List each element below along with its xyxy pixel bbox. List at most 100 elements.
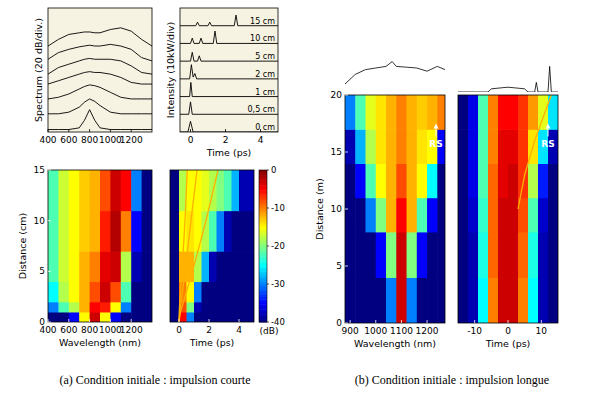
heat-cell — [232, 312, 240, 322]
heat-cell — [187, 281, 195, 302]
heat-cell — [498, 95, 509, 130]
heat-cell — [376, 198, 387, 233]
x-tick-label: 1000 — [99, 135, 122, 145]
heat-cell — [407, 232, 418, 278]
heat-cell — [427, 163, 438, 198]
heat-cell — [202, 281, 210, 302]
heat-cell — [355, 198, 366, 233]
heat-cell — [224, 170, 232, 211]
series-label: 1 cm — [255, 88, 275, 97]
heat-cell — [131, 312, 142, 322]
heat-cell — [209, 211, 217, 252]
heat-cell — [417, 277, 428, 323]
heat-cell — [131, 281, 142, 302]
heat-cell — [69, 170, 80, 211]
heat-cell — [396, 95, 407, 130]
heat-cell — [508, 129, 519, 164]
heat-cell — [142, 281, 152, 302]
series-line — [180, 65, 278, 79]
y-tick — [345, 152, 348, 153]
y-tick — [48, 220, 51, 221]
heat-cell — [437, 95, 445, 130]
y-tick-label: 15 — [331, 147, 342, 157]
y-tick-label: 15 — [34, 165, 45, 175]
heat-cell — [110, 251, 121, 282]
colorbar-title: (dB) — [260, 326, 279, 336]
heat-cell — [131, 211, 142, 252]
x-axis-title: Wavelength (nm) — [354, 338, 436, 349]
heat-cell — [498, 198, 509, 233]
heat-cell — [345, 95, 356, 130]
heat-cell — [366, 129, 377, 164]
heat-cell — [528, 232, 539, 278]
heat-cell — [417, 95, 428, 130]
heat-cell — [100, 251, 111, 282]
y-tick-label: 10 — [34, 216, 46, 226]
heat-cell — [69, 302, 80, 313]
heat-cell — [518, 277, 529, 323]
x-tick — [239, 319, 240, 322]
x-tick — [541, 320, 542, 323]
x-axis-title: Time (ps) — [206, 147, 252, 158]
y-tick-label: 0 — [336, 318, 342, 328]
heat-cell — [100, 302, 111, 313]
x-tick — [68, 129, 69, 132]
x-axis-title: Time (ps) — [189, 337, 235, 348]
heat-cell — [170, 312, 180, 322]
x-tick-label: 800 — [81, 135, 98, 145]
y-axis-title: Intensity (10kW/div) — [165, 22, 176, 118]
series-line — [179, 170, 197, 322]
plot-area — [48, 28, 152, 130]
x-tick-label: 1000 — [99, 325, 122, 335]
heat-cell — [427, 277, 438, 323]
heat-cell — [396, 129, 407, 164]
heat-cell — [232, 170, 240, 211]
heat-cell — [538, 198, 549, 233]
heat-cell — [355, 95, 366, 130]
heat-cell — [355, 277, 366, 323]
heat-cell — [528, 163, 539, 198]
heat-cell — [217, 281, 225, 302]
series-label: 0 cm — [255, 123, 275, 132]
heat-cell — [528, 95, 539, 130]
heat-cell — [478, 277, 489, 323]
heat-cell — [528, 198, 539, 233]
panel: 0 cm0,5 cm1 cm2 cm5 cm10 cm15 cm024Time … — [165, 8, 278, 158]
plot-frame — [458, 95, 558, 323]
panel: -10010Time (ps)RS — [458, 66, 559, 349]
heat-cell — [417, 198, 428, 233]
heat-cell — [90, 281, 101, 302]
annotation-arrowhead — [546, 124, 551, 129]
x-tick-label: 4 — [258, 135, 264, 145]
heat-cell — [100, 170, 111, 211]
x-tick — [48, 319, 49, 322]
y-axis-title: Distance (m) — [314, 178, 325, 239]
annotation-arrowhead — [434, 124, 439, 129]
heat-cell — [217, 170, 225, 211]
heat-cell — [396, 198, 407, 233]
heat-cell — [209, 302, 217, 313]
heat-cell — [121, 170, 132, 211]
x-tick-label: 4 — [236, 325, 242, 335]
heat-cell — [69, 312, 80, 322]
heat-cell — [518, 95, 529, 130]
panel: 024Time (ps)0-10-20-30-40(dB) — [170, 165, 285, 348]
heat-cell — [217, 312, 225, 322]
heat-cell — [417, 129, 428, 164]
x-tick — [350, 320, 351, 323]
heat-cell — [498, 129, 509, 164]
plot-frame — [345, 95, 445, 323]
heat-cell — [437, 163, 445, 198]
x-tick — [190, 129, 191, 132]
heat-cell — [79, 302, 90, 313]
heat-cell — [121, 281, 132, 302]
x-tick — [48, 129, 49, 132]
colorbar-tick — [267, 246, 269, 247]
series-label: 0,5 cm — [248, 105, 276, 114]
annotation-arrow — [548, 128, 549, 137]
heat-cell — [142, 211, 152, 252]
heat-cell — [458, 232, 469, 278]
heat-cell — [376, 163, 387, 198]
x-tick-label: 900 — [342, 326, 359, 336]
heat-cell — [170, 302, 180, 313]
